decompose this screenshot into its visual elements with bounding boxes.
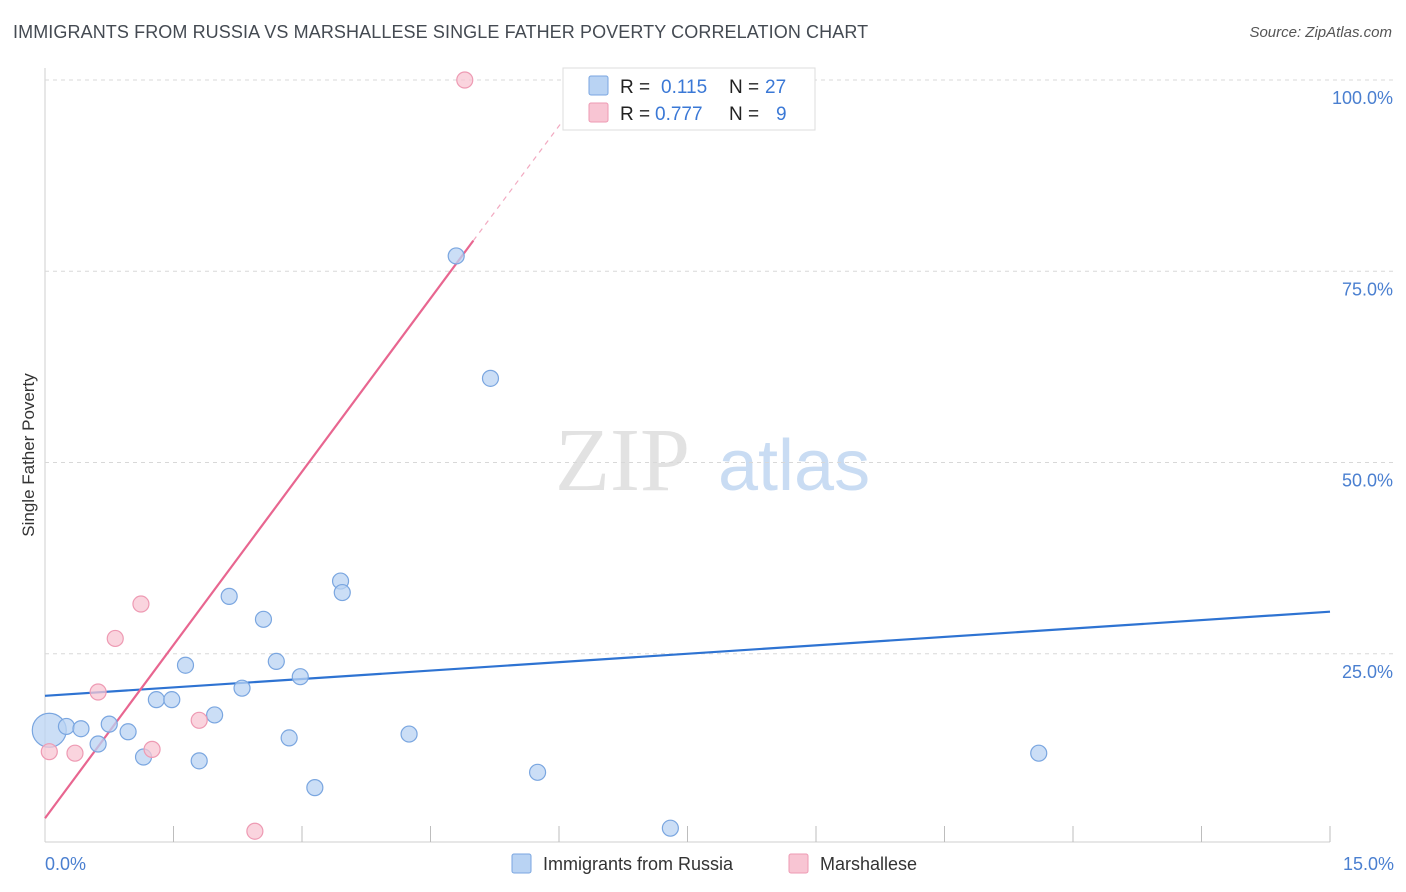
legend-n-label-0: N = xyxy=(729,77,759,98)
point-blue-17[interactable] xyxy=(291,668,309,686)
bottom-legend-swatch-blue xyxy=(511,853,532,874)
point-blue-11[interactable] xyxy=(206,706,224,724)
point-blue-3[interactable] xyxy=(89,735,107,753)
y-axis-label: Single Father Poverty xyxy=(19,373,38,537)
legend-box: R = 0.115 N = 27 R = 0.777 N = 9 xyxy=(562,67,816,131)
point-blue-5[interactable] xyxy=(119,723,137,741)
bottom-legend: Immigrants from Russia Marshallese xyxy=(511,853,917,874)
chart-title: IMMIGRANTS FROM RUSSIA VS MARSHALLESE SI… xyxy=(13,22,869,42)
point-blue-20[interactable] xyxy=(333,583,351,602)
y-tick-label-75: 75.0% xyxy=(1342,279,1393,299)
point-blue-18[interactable] xyxy=(306,779,324,797)
point-pink-7[interactable] xyxy=(246,822,264,840)
point-blue-1[interactable] xyxy=(57,717,76,736)
point-blue-24[interactable] xyxy=(528,763,547,781)
legend-n-value-1: 9 xyxy=(776,104,787,125)
legend-r-label-0: R = xyxy=(620,77,650,98)
legend-swatch-blue xyxy=(588,75,609,96)
bottom-legend-label-0: Immigrants from Russia xyxy=(543,854,734,874)
point-blue-10[interactable] xyxy=(190,752,208,770)
point-blue-21[interactable] xyxy=(400,725,418,743)
point-blue-22[interactable] xyxy=(447,247,465,265)
watermark-atlas: atlas xyxy=(718,426,870,506)
legend-n-value-0: 27 xyxy=(765,77,786,98)
watermark-zip: ZIP xyxy=(555,411,690,510)
y-tick-label-100: 100.0% xyxy=(1332,88,1393,108)
point-blue-4[interactable] xyxy=(100,715,118,733)
y-tick-label-25: 25.0% xyxy=(1342,662,1393,682)
x-tick-label-0: 0.0% xyxy=(45,854,86,874)
legend-r-value-1: 0.777 xyxy=(655,104,703,125)
point-blue-16[interactable] xyxy=(280,729,298,747)
point-blue-23[interactable] xyxy=(481,369,500,387)
y-tick-label-50: 50.0% xyxy=(1342,471,1393,491)
point-pink-2[interactable] xyxy=(89,683,107,701)
legend-swatch-pink xyxy=(588,102,609,123)
point-blue-13[interactable] xyxy=(220,587,238,605)
point-pink-3[interactable] xyxy=(106,629,124,648)
point-pink-4[interactable] xyxy=(132,595,150,613)
point-blue-26[interactable] xyxy=(1030,744,1048,762)
point-blue-15[interactable] xyxy=(267,652,285,671)
legend-n-label-1: N = xyxy=(729,104,759,125)
point-blue-7[interactable] xyxy=(147,691,165,709)
point-blue-9[interactable] xyxy=(176,656,195,674)
bottom-legend-swatch-pink xyxy=(788,853,809,874)
x-tick-label-1: 15.0% xyxy=(1343,854,1394,874)
point-pink-5[interactable] xyxy=(143,740,161,758)
point-pink-1[interactable] xyxy=(66,744,84,762)
point-pink-8[interactable] xyxy=(456,71,474,89)
legend-r-label-1: R = xyxy=(620,104,650,125)
source-label: Source: ZipAtlas.com xyxy=(1249,24,1392,41)
legend-r-value-0: 0.115 xyxy=(661,77,707,98)
point-pink-6[interactable] xyxy=(190,711,208,729)
point-blue-14[interactable] xyxy=(254,610,273,628)
trend-line-blue xyxy=(44,610,1331,697)
point-pink-0[interactable] xyxy=(40,743,58,761)
point-blue-12[interactable] xyxy=(233,679,251,697)
point-blue-2[interactable] xyxy=(72,720,90,738)
bottom-legend-label-1: Marshallese xyxy=(820,854,917,874)
point-blue-8[interactable] xyxy=(163,691,181,709)
point-blue-25[interactable] xyxy=(661,819,679,837)
